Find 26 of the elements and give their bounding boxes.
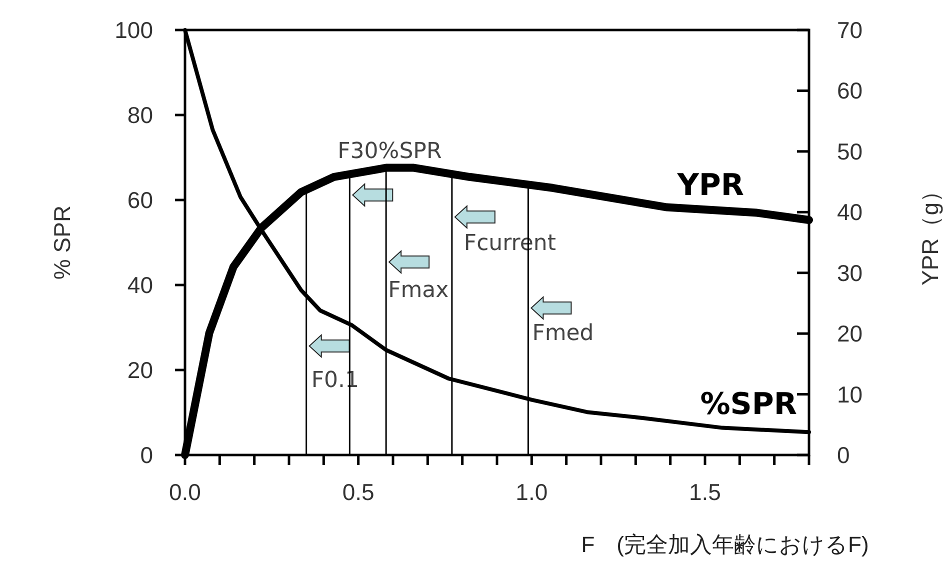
series-label: YPR	[676, 168, 744, 204]
x-tick-label: 1.5	[689, 479, 721, 505]
y2-tick-label: 60	[837, 78, 863, 104]
y2-tick-label: 0	[837, 442, 850, 468]
x-tick-label: 1.0	[516, 479, 548, 505]
y2-tick-label: 10	[837, 381, 863, 408]
y2-tick-label: 30	[837, 260, 863, 286]
y-tick-label: 20	[127, 357, 153, 383]
y-tick-label: 60	[127, 187, 153, 213]
y2-tick-label: 40	[837, 199, 863, 226]
y-tick-label: 40	[127, 272, 153, 298]
x-tick-label: 0.5	[342, 479, 374, 505]
y2-tick-label: 70	[837, 17, 863, 43]
x-tick-label: 0.0	[169, 479, 201, 505]
y2-axis-title: YPR（g）	[917, 179, 943, 286]
y-axis-title: % SPR	[49, 205, 75, 280]
y-tick-label: 100	[114, 17, 153, 43]
y2-tick-label: 20	[837, 320, 863, 347]
x-axis-title: F (完全加入年齢におけるF)	[581, 532, 869, 557]
series-label: %SPR	[700, 387, 797, 422]
y2-tick-label: 50	[837, 138, 863, 164]
ref-line-label: F30%SPR	[338, 139, 442, 164]
ref-line-label: Fmax	[388, 278, 449, 303]
y-tick-label: 0	[140, 442, 153, 468]
y-tick-label: 80	[127, 102, 153, 128]
ref-line-label: Fmed	[532, 321, 594, 346]
